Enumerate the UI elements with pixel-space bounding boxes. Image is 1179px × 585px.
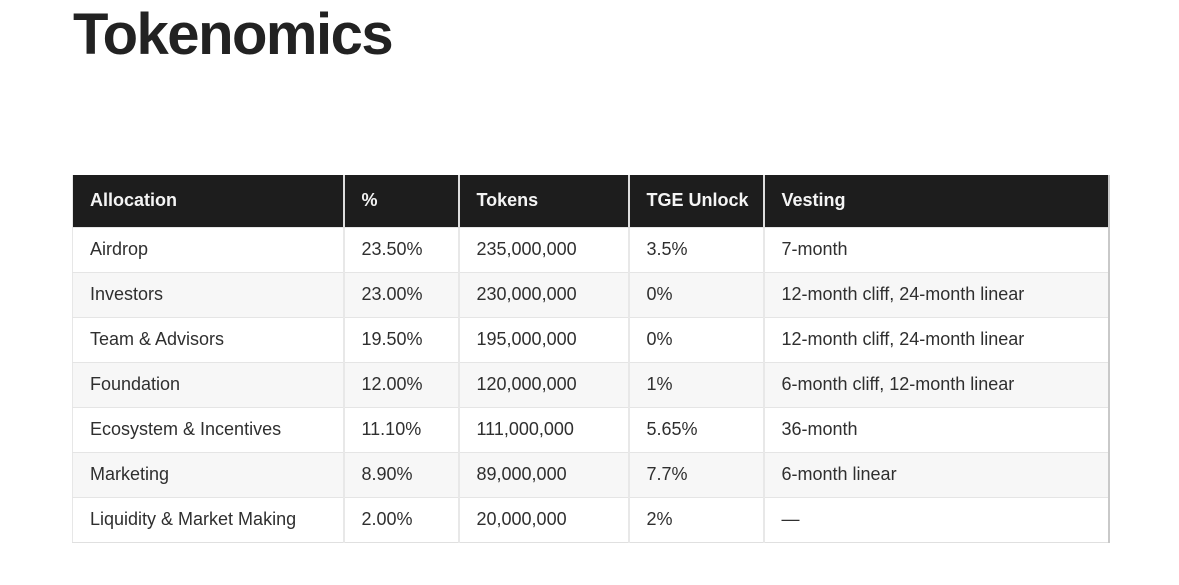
cell-allocation: Investors [72,271,344,317]
cell-allocation: Team & Advisors [72,316,344,362]
column-header-tokens: Tokens [457,175,629,227]
cell-percent: 11.10% [342,406,459,452]
cell-percent: 12.00% [342,361,459,407]
column-header-allocation: Allocation [72,175,344,227]
cell-percent: 23.00% [342,271,459,317]
cell-tge-unlock: 0% [627,316,764,362]
cell-tokens: 111,000,000 [457,406,629,452]
cell-tokens: 120,000,000 [457,361,629,407]
table-row: Investors 23.00% 230,000,000 0% 12-month… [72,271,1109,317]
column-header-vesting: Vesting [762,175,1109,227]
cell-vesting: 6-month cliff, 12-month linear [762,361,1109,407]
cell-vesting: — [762,496,1109,542]
cell-tge-unlock: 3.5% [627,226,764,272]
cell-tokens: 195,000,000 [457,316,629,362]
tokenomics-table: Allocation % Tokens TGE Unlock Vesting A… [72,175,1110,543]
table-row: Liquidity & Market Making 2.00% 20,000,0… [72,496,1109,542]
table-row: Marketing 8.90% 89,000,000 7.7% 6-month … [72,451,1109,497]
cell-percent: 8.90% [342,451,459,497]
cell-vesting: 6-month linear [762,451,1109,497]
cell-tokens: 235,000,000 [457,226,629,272]
cell-tokens: 20,000,000 [457,496,629,542]
cell-tge-unlock: 5.65% [627,406,764,452]
cell-tge-unlock: 2% [627,496,764,542]
table-row: Team & Advisors 19.50% 195,000,000 0% 12… [72,316,1109,362]
tokenomics-table-container: Allocation % Tokens TGE Unlock Vesting A… [72,175,1110,543]
table-header-row: Allocation % Tokens TGE Unlock Vesting [72,175,1109,227]
column-header-tge-unlock: TGE Unlock [627,175,764,227]
cell-vesting: 12-month cliff, 24-month linear [762,271,1109,317]
table-row: Airdrop 23.50% 235,000,000 3.5% 7-month [72,226,1109,272]
cell-allocation: Ecosystem & Incentives [72,406,344,452]
cell-tokens: 89,000,000 [457,451,629,497]
cell-percent: 2.00% [342,496,459,542]
cell-allocation: Marketing [72,451,344,497]
cell-vesting: 7-month [762,226,1109,272]
column-header-percent: % [342,175,459,227]
cell-vesting: 36-month [762,406,1109,452]
table-row: Ecosystem & Incentives 11.10% 111,000,00… [72,406,1109,452]
cell-percent: 23.50% [342,226,459,272]
cell-tge-unlock: 0% [627,271,764,317]
cell-allocation: Liquidity & Market Making [72,496,344,542]
cell-percent: 19.50% [342,316,459,362]
cell-allocation: Foundation [72,361,344,407]
cell-vesting: 12-month cliff, 24-month linear [762,316,1109,362]
cell-tge-unlock: 1% [627,361,764,407]
page-title: Tokenomics [73,2,394,67]
cell-tge-unlock: 7.7% [627,451,764,497]
cell-tokens: 230,000,000 [457,271,629,317]
cell-allocation: Airdrop [72,226,344,272]
table-row: Foundation 12.00% 120,000,000 1% 6-month… [72,361,1109,407]
